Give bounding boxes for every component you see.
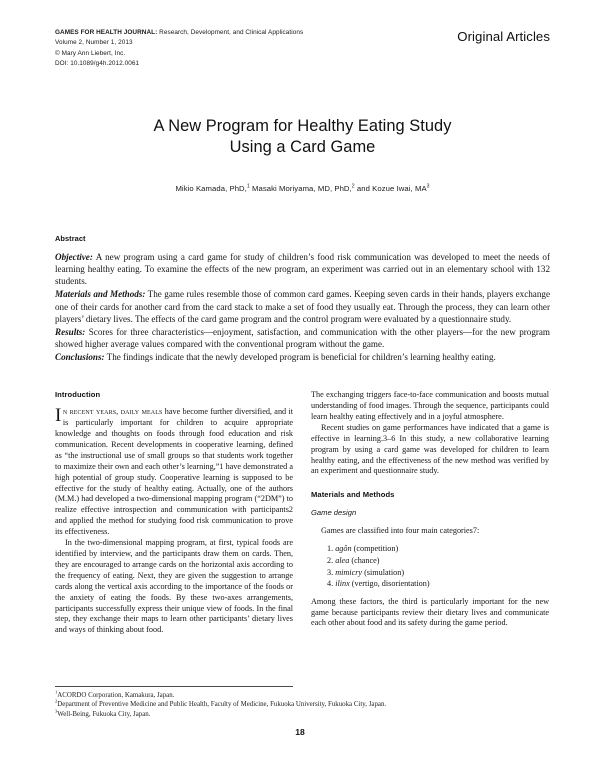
list-item: 3. mimicry (simulation) [327,567,549,578]
abstract-body: Objective: A new program using a card ga… [55,251,550,363]
category-number: 1. [327,544,334,554]
page-number: 18 [295,727,305,737]
journal-subtitle: Research, Development, and Clinical Appl… [157,29,304,36]
abstract-results-label: Results: [55,326,86,337]
footnote-area: 1ACORDO Corporation, Kamakura, Japan. 2D… [55,686,550,720]
game-design-heading: Game design [311,508,357,518]
footnote-1-text: ACORDO Corporation, Kamakura, Japan. [57,691,175,699]
footnote-3-text: Well-Being, Fukuoka City, Japan. [57,711,151,719]
abstract-conclusions-label: Conclusions: [55,351,105,362]
abstract-methods-label: Materials and Methods: [55,289,146,300]
categories-intro: Games are classified into four main cate… [321,525,480,535]
list-item: 2. alea (chance) [327,555,549,566]
journal-title-line: GAMES FOR HEALTH JOURNAL: Research, Deve… [55,28,303,38]
materials-and-methods-heading: Materials and Methods [311,490,395,500]
category-term: agôn [335,544,352,554]
category-number: 3. [327,567,334,577]
volume-line: Volume 2, Number 1, 2013 [55,39,133,47]
journal-name: GAMES FOR HEALTH JOURNAL: [55,29,158,36]
author-1-name: Mikio Kamada, PhD, [175,183,247,193]
category-number: 4. [327,579,334,589]
intro-paragraph-2: In the two-dimensional mapping program, … [55,538,293,635]
category-term: ilinx [335,579,350,589]
intro-paragraph-1-text: have become further diversified, and it … [55,407,293,537]
abstract-objective-text: A new program using a card game for stud… [55,251,550,287]
footnote-1: 1ACORDO Corporation, Kamakura, Japan. [55,689,550,701]
footnote-3: 3Well-Being, Fukuoka City, Japan. [55,709,550,720]
right-paragraph-2: Recent studies on game performances have… [311,422,549,476]
journal-info-block: GAMES FOR HEALTH JOURNAL: Research, Deve… [55,28,303,70]
footnote-2-marker: 2 [55,699,58,705]
author-list: Mikio Kamada, PhD,1 Masaki Moriyama, MD,… [55,184,550,193]
masthead: GAMES FOR HEALTH JOURNAL: Research, Deve… [55,28,550,70]
abstract-conclusions-text: The findings indicate that the newly dev… [104,351,496,362]
page-content: GAMES FOR HEALTH JOURNAL: Research, Deve… [55,28,550,636]
footnote-3-marker: 3 [55,709,58,715]
abstract-results: Results: Scores for three characteristic… [55,326,550,351]
abstract-objective: Objective: A new program using a card ga… [55,251,550,288]
abstract-heading: Abstract [55,233,86,243]
author-3-name: and Kozue Iwai, MA [354,183,427,193]
publisher-line: © Mary Ann Liebert, Inc. [55,49,126,57]
article-title-line-1: A New Program for Healthy Eating Study [153,116,452,135]
right-paragraph-1: The exchanging triggers face-to-face com… [311,390,549,421]
abstract-section: Abstract Objective: A new program using … [55,234,550,363]
author-1-affiliation-marker: 1 [246,183,250,190]
doi-line: DOI: 10.1089/g4h.2012.0061 [55,60,140,68]
category-gloss: (simulation) [362,567,405,577]
author-2-affiliation-marker: 2 [351,183,355,190]
footnote-2-text: Department of Preventive Medicine and Pu… [57,701,387,709]
article-title: A New Program for Healthy Eating Study U… [55,116,550,159]
right-column: The exchanging triggers face-to-face com… [311,390,549,636]
footnote-1-marker: 1 [55,689,58,695]
category-term: alea [335,556,350,566]
category-gloss: (vertigo, disorientation) [349,579,430,589]
introduction-heading: Introduction [55,390,101,400]
category-term: mimicry [335,567,363,577]
game-category-list: 1. agôn (competition) 2. alea (chance) 3… [311,543,549,589]
category-gloss: (chance) [349,556,380,566]
abstract-methods: Materials and Methods: The game rules re… [55,288,550,325]
footnote-divider [55,686,293,687]
intro-smallcaps-run: n recent years, daily meals [62,407,163,417]
list-item: 4. ilinx (vertigo, disorientation) [327,578,549,589]
author-3-affiliation-marker: 3 [426,183,430,190]
list-item: 1. agôn (competition) [327,543,549,554]
footnote-2: 2Department of Preventive Medicine and P… [55,699,550,710]
abstract-objective-label: Objective: [55,251,93,262]
abstract-conclusions: Conclusions: The findings indicate that … [55,351,550,363]
right-paragraph-3: Among these factors, the third is partic… [311,596,549,628]
category-number: 2. [327,556,334,566]
affiliation-footnotes: 1ACORDO Corporation, Kamakura, Japan. 2D… [55,689,550,721]
author-2-name: Masaki Moriyama, MD, PhD, [249,183,352,193]
article-title-line-2: Using a Card Game [229,138,376,157]
drop-cap: I [55,405,62,427]
section-label: Original Articles [457,29,550,44]
abstract-results-text: Scores for three characteristics—enjoyme… [55,326,550,349]
category-gloss: (competition) [351,544,399,554]
abstract-methods-text: The game rules resemble those of common … [55,289,550,324]
